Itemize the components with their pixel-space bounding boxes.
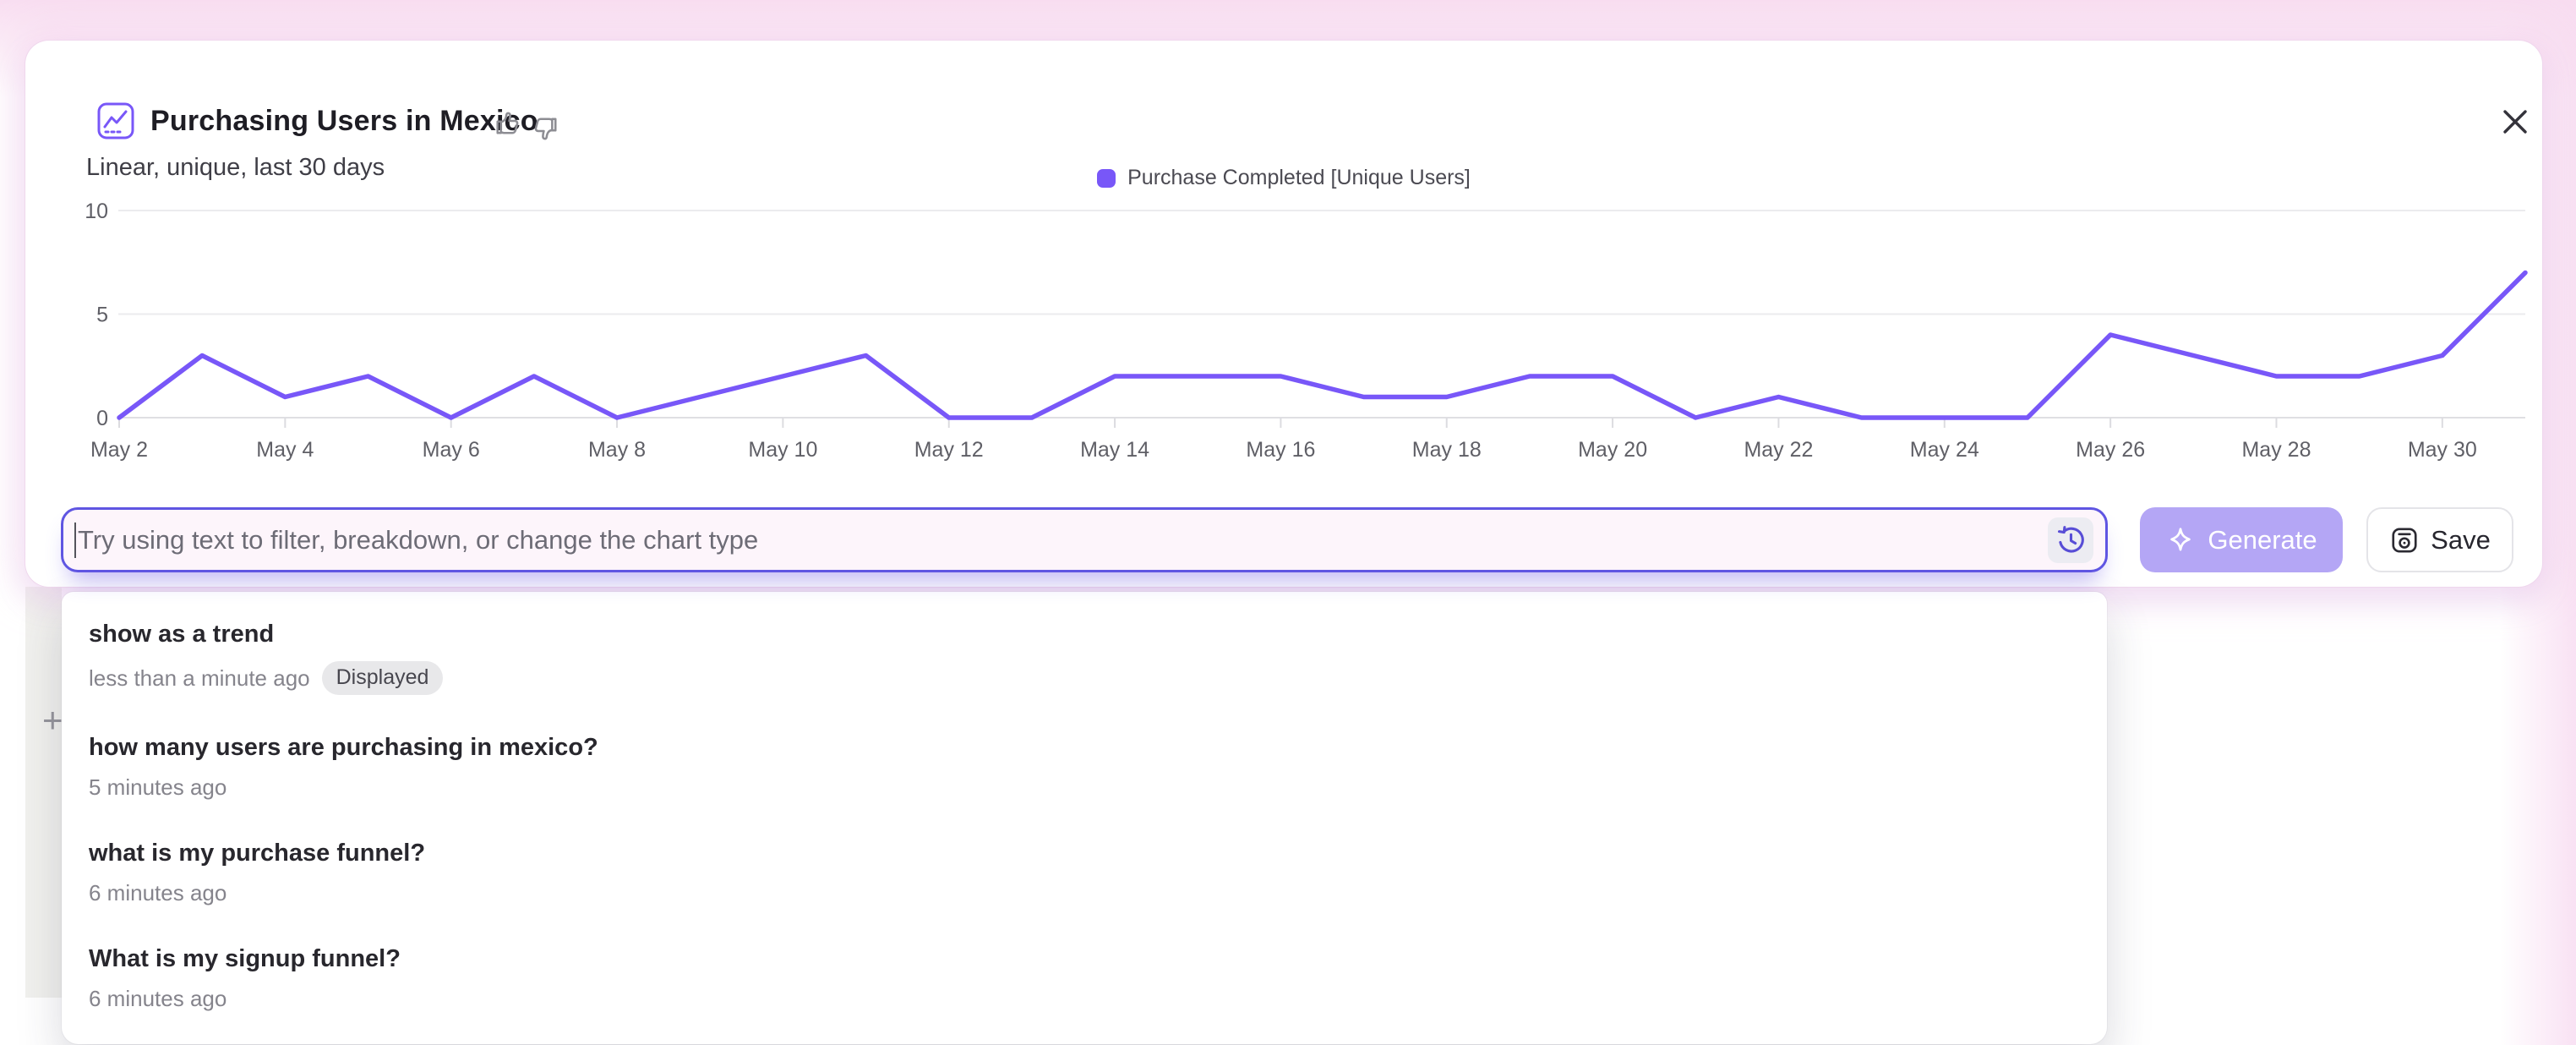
close-button[interactable] <box>2495 101 2535 142</box>
x-axis-label: May 22 <box>1744 438 1813 462</box>
x-axis-label: May 16 <box>1246 438 1315 462</box>
history-item[interactable]: what is my purchase funnel? 6 minutes ag… <box>62 821 2107 927</box>
close-icon <box>2503 110 2527 134</box>
history-query: show as a trend <box>89 621 275 648</box>
y-axis-label: 10 <box>85 200 108 223</box>
line-chart-icon <box>96 101 135 140</box>
x-axis-label: May 30 <box>2408 438 2477 462</box>
x-axis-label: May 10 <box>748 438 817 462</box>
sparkle-icon <box>2170 527 2191 550</box>
x-axis-label: May 2 <box>90 438 148 462</box>
legend-swatch <box>1097 168 1116 188</box>
x-axis-label: May 4 <box>256 438 314 462</box>
x-axis-label: May 18 <box>1412 438 1482 462</box>
legend-label: Purchase Completed [Unique Users] <box>1127 166 1471 189</box>
history-item[interactable]: how many users are purchasing in mexico?… <box>62 715 2107 821</box>
chart-svg: 0 5 10 May 2 May 4 May 6 May 8 May 10 May 12 May … <box>85 200 2528 462</box>
y-axis-label: 5 <box>96 304 108 327</box>
background-panel-strip <box>25 587 62 998</box>
page-title: Purchasing Users in Mexico <box>150 105 538 137</box>
history-item[interactable]: What is my signup funnel? 6 minutes ago <box>62 927 2107 1032</box>
y-axis-label: 0 <box>96 407 108 430</box>
history-clock-icon <box>2057 526 2084 553</box>
save-button[interactable]: Save <box>2366 507 2513 572</box>
generate-button[interactable]: Generate <box>2140 507 2343 572</box>
chart-subtitle: Linear, unique, last 30 days <box>86 154 385 181</box>
thumbs-down-icon[interactable] <box>531 113 561 144</box>
thumbs-up-icon[interactable] <box>492 108 522 139</box>
history-timestamp: 5 minutes ago <box>89 774 227 800</box>
save-label: Save <box>2431 524 2491 555</box>
history-query: What is my signup funnel? <box>89 945 401 972</box>
history-query: how many users are purchasing in mexico? <box>89 734 598 761</box>
x-axis-label: May 6 <box>423 438 480 462</box>
history-timestamp: less than a minute ago <box>89 665 310 691</box>
history-button[interactable] <box>2048 517 2093 563</box>
history-item[interactable]: show as a trend less than a minute ago D… <box>62 602 2107 715</box>
history-query: what is my purchase funnel? <box>89 840 426 867</box>
prompt-input[interactable]: Try using text to filter, breakdown, or … <box>61 507 2108 572</box>
history-timestamp: 6 minutes ago <box>89 986 227 1011</box>
x-axis-label: May 20 <box>1578 438 1647 462</box>
displayed-badge: Displayed <box>321 661 444 695</box>
plus-icon: + <box>42 700 63 740</box>
history-dropdown: show as a trend less than a minute ago D… <box>62 592 2107 1044</box>
history-timestamp: 6 minutes ago <box>89 880 227 905</box>
x-axis-label: May 12 <box>914 438 984 462</box>
x-axis-label: May 14 <box>1080 438 1149 462</box>
generate-label: Generate <box>2208 524 2317 555</box>
text-cursor <box>74 522 76 558</box>
x-axis-label: May 28 <box>2241 438 2311 462</box>
x-axis-label: May 8 <box>588 438 646 462</box>
save-icon <box>2392 527 2417 553</box>
x-axis-label: May 26 <box>2076 438 2145 462</box>
data-line <box>117 270 2528 420</box>
prompt-placeholder: Try using text to filter, breakdown, or … <box>78 524 759 555</box>
x-axis-label: May 24 <box>1910 438 1979 462</box>
chart-legend: Purchase Completed [Unique Users] <box>25 166 2542 190</box>
